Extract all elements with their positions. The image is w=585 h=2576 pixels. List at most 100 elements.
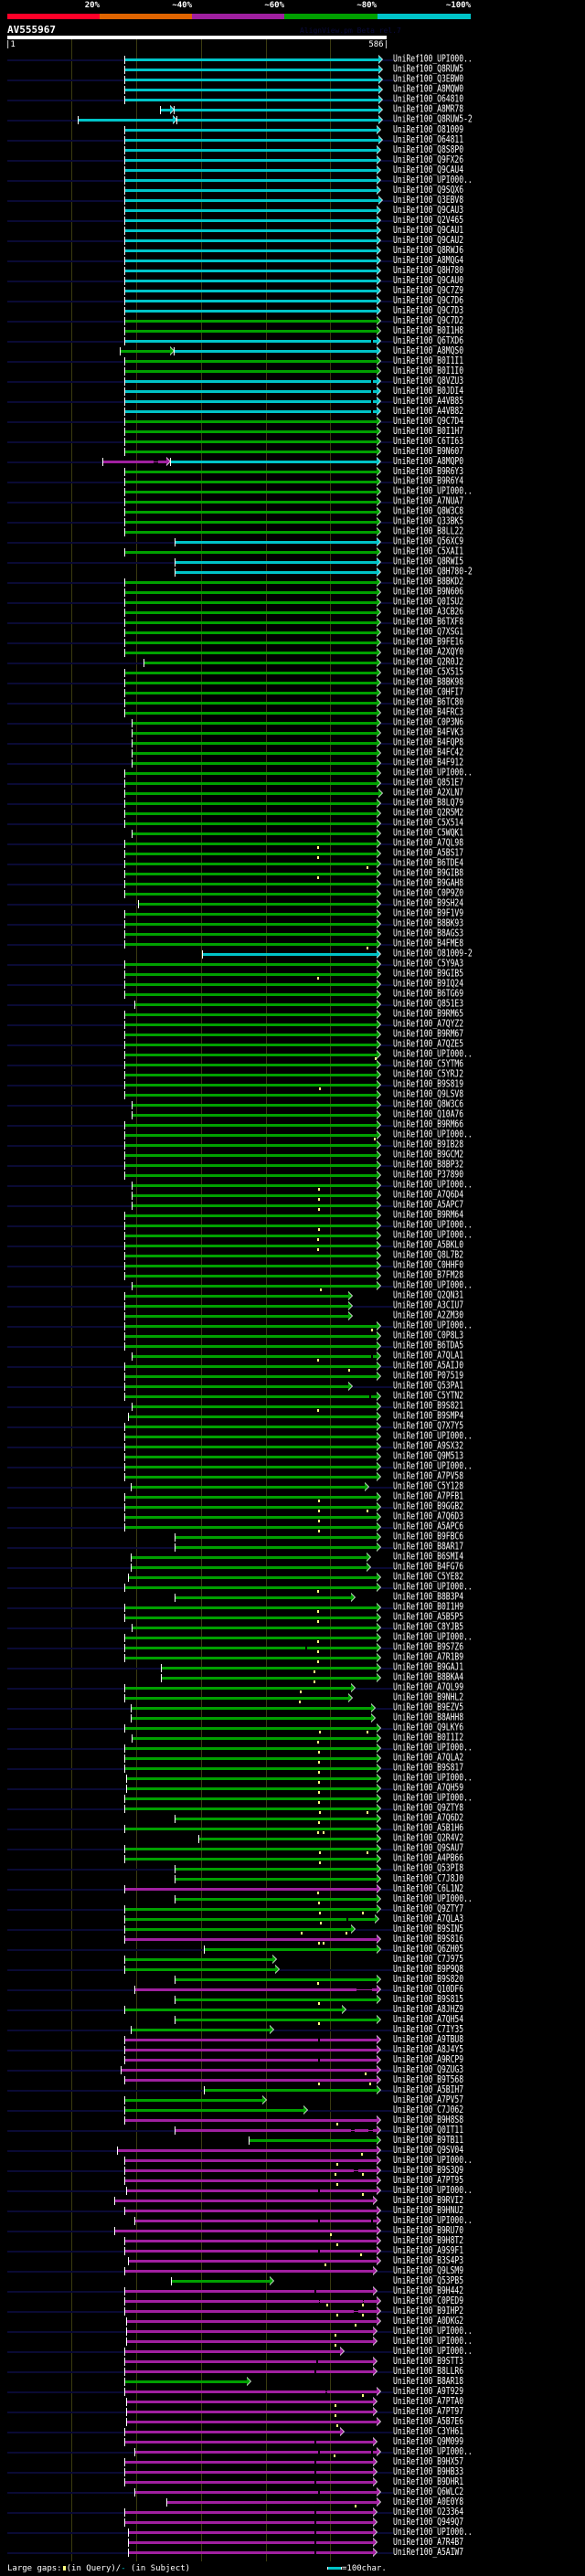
subject-label[interactable]: UniRef100_C5WQK1 (393, 827, 464, 839)
subject-label[interactable]: UniRef100_B9TB11 (393, 2134, 464, 2146)
alignment-row[interactable]: UniRef100_B4FG76 (0, 1562, 585, 1573)
alignment-row[interactable]: UniRef100_UPI000.. (0, 2215, 585, 2226)
subject-label[interactable]: UniRef100_Q9LSV8 (393, 1088, 464, 1100)
subject-label[interactable]: UniRef100_A8MQS0 (393, 345, 464, 356)
alignment-row[interactable]: UniRef100_O64810 (0, 94, 585, 105)
alignment-row[interactable]: UniRef100_Q9C7D3 (0, 305, 585, 316)
alignment-row[interactable]: UniRef100_Q9LSM9 (0, 2265, 585, 2276)
alignment-row[interactable]: UniRef100_O64811 (0, 134, 585, 145)
subject-label[interactable]: UniRef100_C0P9Z0 (393, 887, 464, 899)
alignment-row[interactable]: UniRef100_B4FME8 (0, 938, 585, 949)
alignment-row[interactable]: UniRef100_B9S821 (0, 1401, 585, 1412)
subject-label[interactable]: UniRef100_A4PB66 (393, 1852, 464, 1864)
alignment-row[interactable]: UniRef100_Q9CAU0 (0, 275, 585, 286)
subject-label[interactable]: UniRef100_C5YE82 (393, 1571, 464, 1583)
subject-label[interactable]: UniRef100_A7QLA2 (393, 1752, 464, 1764)
alignment-row[interactable]: UniRef100_A8J4Y5 (0, 2044, 585, 2055)
alignment-row[interactable]: UniRef100_B6TG69 (0, 988, 585, 1000)
alignment-row[interactable]: UniRef100_Q9FX26 (0, 154, 585, 165)
subject-label[interactable]: UniRef100_B9R6Y3 (393, 465, 464, 477)
subject-label[interactable]: UniRef100_A7R4B7 (393, 2536, 464, 2548)
subject-label[interactable]: UniRef100_C6L1N2 (393, 1882, 464, 1894)
alignment-row[interactable]: UniRef100_C5X515 (0, 667, 585, 678)
subject-label[interactable]: UniRef100_Q9M099 (393, 2435, 464, 2447)
subject-label[interactable]: UniRef100_UPI000.. (393, 1279, 473, 1291)
subject-label[interactable]: UniRef100_UPI000.. (393, 1219, 473, 1231)
alignment-row[interactable]: UniRef100_Q2QN31 (0, 1290, 585, 1301)
subject-label[interactable]: UniRef100_A7PV58 (393, 1470, 464, 1482)
subject-label[interactable]: UniRef100_Q10DF6 (393, 1983, 464, 1995)
subject-label[interactable]: UniRef100_B0I1I2 (393, 1732, 464, 1744)
subject-label[interactable]: UniRef100_A8MQG4 (393, 254, 464, 266)
subject-label[interactable]: UniRef100_C5Y9A3 (393, 958, 464, 970)
alignment-row[interactable]: UniRef100_Q2R0J2 (0, 657, 585, 668)
subject-label[interactable]: UniRef100_B9P9Q8 (393, 1963, 464, 1975)
alignment-row[interactable]: UniRef100_B6SMI4 (0, 1551, 585, 1563)
alignment-row[interactable]: UniRef100_Q6WLC2 (0, 2486, 585, 2497)
subject-label[interactable]: UniRef100_B0I1H7 (393, 425, 464, 437)
alignment-row[interactable]: UniRef100_B9RVI2 (0, 2194, 585, 2206)
alignment-row[interactable]: UniRef100_C0P3N6 (0, 717, 585, 728)
alignment-row[interactable]: UniRef100_UPI000.. (0, 54, 585, 65)
subject-label[interactable]: UniRef100_B9T568 (393, 2073, 464, 2085)
alignment-row[interactable]: UniRef100_UPI000.. (0, 1219, 585, 1231)
alignment-row[interactable]: UniRef100_B0I1I1 (0, 355, 585, 366)
subject-label[interactable]: UniRef100_B9RVI2 (393, 2194, 464, 2206)
alignment-row[interactable]: UniRef100_B9S3Q9 (0, 2165, 585, 2176)
alignment-row[interactable]: UniRef100_Q6TXD6 (0, 335, 585, 346)
alignment-row[interactable]: UniRef100_UPI000.. (0, 2336, 585, 2347)
alignment-row[interactable]: UniRef100_Q8S8P0 (0, 144, 585, 155)
subject-label[interactable]: UniRef100_Q8H780 (393, 264, 464, 276)
alignment-row[interactable]: UniRef100_C7J8J0 (0, 1873, 585, 1884)
subject-label[interactable]: UniRef100_B9RM65 (393, 1008, 464, 1020)
alignment-row[interactable]: UniRef100_P37890 (0, 1170, 585, 1181)
alignment-row[interactable]: UniRef100_UPI000.. (0, 1460, 585, 1472)
subject-label[interactable]: UniRef100_B7FM28 (393, 1269, 464, 1281)
alignment-row[interactable]: UniRef100_A5AIW7 (0, 2547, 585, 2558)
alignment-row[interactable]: UniRef100_B8B3P4 (0, 1592, 585, 1603)
alignment-row[interactable]: UniRef100_B9TB11 (0, 2134, 585, 2146)
subject-label[interactable]: UniRef100_Q9M513 (393, 1450, 464, 1462)
subject-label[interactable]: UniRef100_A7PT97 (393, 2405, 464, 2417)
subject-label[interactable]: UniRef100_C7J975 (393, 1953, 464, 1965)
alignment-row[interactable]: UniRef100_B4FQP8 (0, 737, 585, 748)
subject-label[interactable]: UniRef100_A7QZE5 (393, 1038, 464, 1050)
subject-label[interactable]: UniRef100_A9T929 (393, 2385, 464, 2397)
subject-label[interactable]: UniRef100_B9GAJ1 (393, 1661, 464, 1673)
alignment-row[interactable]: UniRef100_A7QH54 (0, 2013, 585, 2025)
subject-label[interactable]: UniRef100_UPI000.. (393, 1229, 473, 1241)
alignment-row[interactable]: UniRef100_B8LLR6 (0, 2366, 585, 2377)
subject-label[interactable]: UniRef100_B9GIB5 (393, 968, 464, 980)
subject-label[interactable]: UniRef100_A7QL99 (393, 1681, 464, 1693)
alignment-row[interactable]: UniRef100_B9EZV5 (0, 1702, 585, 1713)
subject-label[interactable]: UniRef100_B9FE16 (393, 636, 464, 648)
alignment-row[interactable]: UniRef100_A7QLA1 (0, 1351, 585, 1362)
subject-label[interactable]: UniRef100_A5BKL0 (393, 1239, 464, 1251)
alignment-row[interactable]: UniRef100_UPI000.. (0, 1279, 585, 1291)
alignment-row[interactable]: UniRef100_C0P9Z0 (0, 887, 585, 899)
alignment-row[interactable]: UniRef100_A7PT97 (0, 2405, 585, 2417)
subject-label[interactable]: UniRef100_B9GAH8 (393, 877, 464, 889)
alignment-row[interactable]: UniRef100_Q9C7D2 (0, 315, 585, 326)
subject-label[interactable]: UniRef100_UPI000.. (393, 1460, 473, 1472)
alignment-row[interactable]: UniRef100_Q8RWJ6 (0, 245, 585, 256)
alignment-row[interactable]: UniRef100_Q8H780-2 (0, 567, 585, 578)
subject-label[interactable]: UniRef100_C5Y128 (393, 1480, 464, 1492)
alignment-row[interactable]: UniRef100_B9RM67 (0, 1029, 585, 1040)
alignment-row[interactable]: UniRef100_A7R1B9 (0, 1652, 585, 1663)
subject-label[interactable]: UniRef100_B6SMI4 (393, 1551, 464, 1563)
subject-label[interactable]: UniRef100_A5B1H6 (393, 1822, 464, 1834)
subject-label[interactable]: UniRef100_B9IB28 (393, 1139, 464, 1150)
subject-label[interactable]: UniRef100_A7QH59 (393, 1782, 464, 1794)
alignment-row[interactable]: UniRef100_A5B1H6 (0, 1822, 585, 1834)
alignment-row[interactable]: UniRef100_B9RM66 (0, 1119, 585, 1130)
alignment-row[interactable]: UniRef100_A8MQW0 (0, 84, 585, 95)
alignment-row[interactable]: UniRef100_C5YTN2 (0, 1391, 585, 1402)
alignment-row[interactable]: UniRef100_UPI000.. (0, 1229, 585, 1241)
subject-label[interactable]: UniRef100_A7QH54 (393, 2013, 464, 2025)
subject-label[interactable]: UniRef100_B0I1H9 (393, 1601, 464, 1613)
subject-label[interactable]: UniRef100_B6TG69 (393, 988, 464, 1000)
alignment-row[interactable]: UniRef100_A4PB66 (0, 1852, 585, 1864)
alignment-row[interactable]: UniRef100_C6TI63 (0, 436, 585, 447)
alignment-row[interactable]: UniRef100_UPI000.. (0, 1743, 585, 1754)
